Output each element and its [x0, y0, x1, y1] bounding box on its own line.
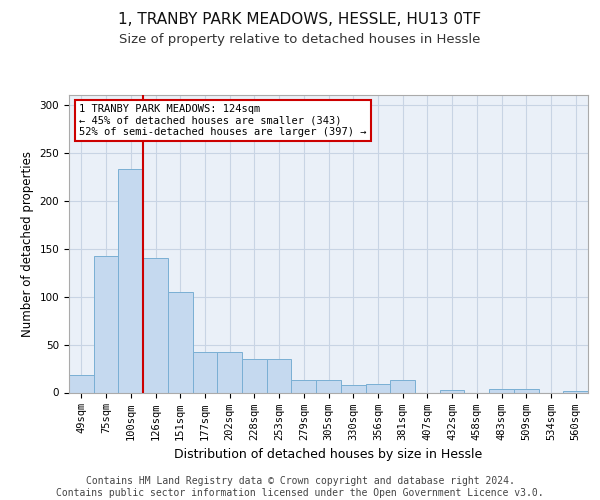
Bar	[242, 359, 267, 392]
Bar	[193, 352, 217, 393]
Bar	[292, 380, 316, 392]
Y-axis label: Number of detached properties: Number of detached properties	[21, 151, 34, 337]
Bar	[143, 258, 168, 392]
Bar	[118, 169, 143, 392]
Bar	[94, 256, 118, 392]
Bar	[514, 388, 539, 392]
Bar	[365, 384, 390, 392]
Bar	[69, 375, 94, 392]
Text: Contains HM Land Registry data © Crown copyright and database right 2024.
Contai: Contains HM Land Registry data © Crown c…	[56, 476, 544, 498]
Bar	[267, 359, 292, 392]
Text: 1 TRANBY PARK MEADOWS: 124sqm
← 45% of detached houses are smaller (343)
52% of : 1 TRANBY PARK MEADOWS: 124sqm ← 45% of d…	[79, 104, 367, 137]
Bar	[217, 352, 242, 393]
Bar	[341, 385, 365, 392]
X-axis label: Distribution of detached houses by size in Hessle: Distribution of detached houses by size …	[175, 448, 482, 461]
Bar	[390, 380, 415, 392]
Bar	[316, 380, 341, 392]
Text: Size of property relative to detached houses in Hessle: Size of property relative to detached ho…	[119, 32, 481, 46]
Text: 1, TRANBY PARK MEADOWS, HESSLE, HU13 0TF: 1, TRANBY PARK MEADOWS, HESSLE, HU13 0TF	[118, 12, 482, 28]
Bar	[489, 388, 514, 392]
Bar	[563, 390, 588, 392]
Bar	[168, 292, 193, 392]
Bar	[440, 390, 464, 392]
